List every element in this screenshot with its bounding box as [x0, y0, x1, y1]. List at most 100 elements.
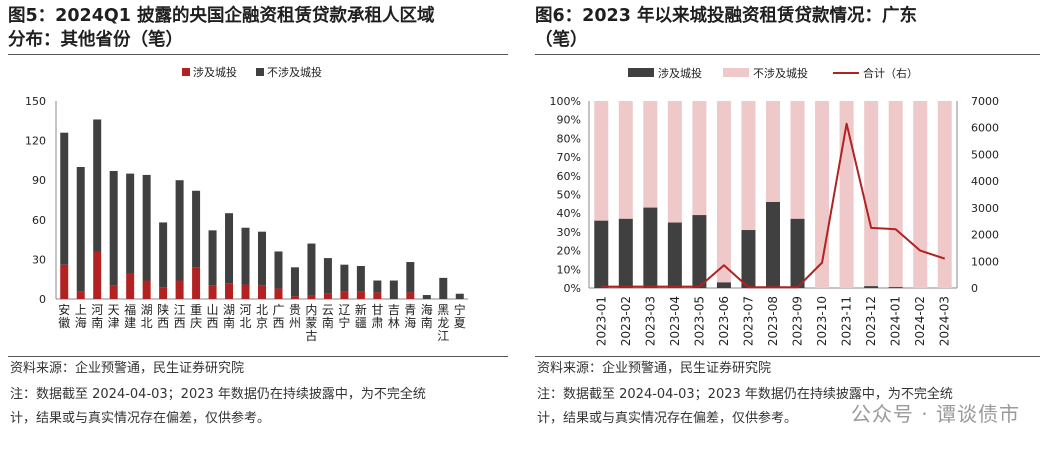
x-tick-char: 疆: [355, 316, 367, 330]
bar-involved: [323, 293, 332, 299]
x-tick-label: 2023-04: [668, 296, 682, 346]
right-title-rule: [535, 54, 1040, 55]
bar-involved: [192, 267, 201, 299]
bar-not-involved: [323, 258, 332, 294]
x-tick-char: 徽: [58, 315, 70, 330]
bar-not-involved: [274, 251, 283, 289]
x-tick-label: 2023-11: [840, 296, 854, 346]
bar-not-involved: [192, 190, 201, 268]
x-tick-label: 贵州: [289, 303, 301, 330]
legend-swatch-not-involved: [256, 68, 264, 76]
bar-involved: [692, 215, 707, 288]
y-left-tick-label: 10%: [557, 263, 581, 276]
x-tick-label: 北京: [256, 303, 268, 330]
y-right-tick-label: 2000: [971, 229, 999, 242]
x-tick-char: 津: [108, 316, 120, 330]
line-total: [601, 122, 946, 289]
left-title-line1: 图5：2024Q1 披露的央国企融资租赁贷款承租人区域: [8, 6, 435, 26]
x-tick-label: 河南: [91, 303, 103, 330]
x-tick-label: 广西: [272, 303, 284, 330]
x-tick-label: 辽宁: [338, 303, 350, 330]
bar-not-involved: [340, 264, 349, 292]
bar-not-involved: [888, 101, 903, 288]
x-tick-label: 2023-01: [594, 296, 608, 346]
x-tick-label: 湖南: [223, 302, 235, 330]
x-tick-char: 河: [240, 303, 252, 317]
y-left-tick-label: 80%: [557, 132, 581, 145]
x-tick-char: 江: [174, 303, 186, 317]
x-tick-char: 南: [421, 315, 433, 330]
x-tick-char: 北: [240, 316, 252, 330]
y-left-tick-label: 60%: [557, 170, 581, 183]
legend-swatch-involved: [628, 68, 654, 77]
x-tick-char: 古: [305, 328, 317, 343]
x-tick-label: 2024-01: [889, 296, 903, 346]
x-tick-label: 新疆: [355, 302, 367, 330]
bar-involved: [766, 201, 780, 288]
left-source: 资料来源：企业预警通，民生证券研究院: [10, 361, 245, 376]
bar-involved: [109, 285, 118, 299]
bar-involved: [356, 291, 365, 299]
x-tick-char: 内: [305, 303, 317, 317]
bar-not-involved: [109, 170, 118, 286]
x-tick-label: 宁夏: [454, 302, 466, 330]
x-tick-char: 湖: [223, 302, 235, 317]
x-tick-label: 安徽: [58, 302, 70, 330]
x-tick-char: 海: [404, 315, 416, 330]
legend-swatch-involved: [182, 68, 190, 76]
y-tick-label: 0: [39, 293, 46, 306]
bar-not-involved: [290, 267, 299, 297]
x-tick-label: 2023-02: [619, 296, 633, 346]
right-note-line1: 注：数据截至 2024-04-03；2023 年数据仍在持续披露中，为不完全统: [537, 387, 953, 402]
bar-involved: [716, 282, 731, 288]
x-tick-label: 黑龙江: [437, 303, 449, 343]
y-left-tick-label: 0%: [564, 282, 581, 295]
bar-not-involved: [258, 231, 266, 286]
x-tick-label: 2024-02: [913, 296, 927, 346]
bar-involved: [667, 222, 682, 288]
bar-involved: [258, 285, 266, 299]
x-tick-char: 南: [223, 315, 235, 330]
bar-involved: [741, 230, 756, 288]
x-tick-char: 林: [388, 316, 400, 330]
bar-not-involved: [643, 101, 658, 208]
right-source-rule: [535, 356, 1040, 357]
watermark: 公众号 · 谭谈债市: [850, 402, 1020, 426]
bar-involved: [373, 292, 382, 299]
bar-not-involved: [225, 213, 234, 284]
bar-not-involved: [406, 262, 415, 293]
right-title: 图6：2023 年以来城投融资租赁贷款情况：广东 （笔）: [535, 4, 917, 52]
bar-not-involved: [455, 293, 464, 299]
x-tick-char: 重: [190, 303, 202, 317]
x-tick-label: 海南: [421, 302, 433, 330]
bar-involved: [208, 285, 217, 299]
x-tick-label: 2023-08: [766, 296, 780, 346]
left-title-rule: [8, 54, 508, 55]
y-left-tick-label: 20%: [557, 245, 581, 258]
x-tick-label: 山西: [207, 303, 219, 330]
bar-not-involved: [159, 222, 168, 288]
x-tick-char: 新: [355, 302, 367, 317]
x-tick-label: 甘肃: [371, 303, 383, 330]
bar-not-involved: [389, 280, 398, 299]
x-tick-label: 2024-03: [938, 296, 952, 346]
bar-not-involved: [126, 173, 135, 274]
bar-involved: [864, 286, 879, 288]
bar-not-involved: [913, 101, 928, 288]
x-tick-label: 2023-07: [741, 296, 755, 346]
x-tick-label: 上海: [75, 303, 87, 330]
bar-involved: [93, 251, 102, 299]
bar-not-involved: [76, 167, 85, 292]
right-title-line2: （笔）: [535, 30, 588, 50]
x-tick-char: 甘: [371, 303, 383, 317]
x-tick-char: 州: [289, 316, 301, 330]
x-tick-label: 天津: [108, 303, 120, 330]
bar-not-involved: [142, 174, 151, 281]
y-left-tick-label: 100%: [550, 95, 581, 108]
x-tick-char: 云: [322, 303, 334, 317]
x-tick-char: 陕: [157, 302, 169, 317]
x-tick-char: 南: [91, 315, 103, 330]
y-right-tick-label: 1000: [971, 255, 999, 268]
y-right-tick-label: 6000: [971, 122, 999, 135]
x-tick-char: 福: [124, 302, 136, 317]
